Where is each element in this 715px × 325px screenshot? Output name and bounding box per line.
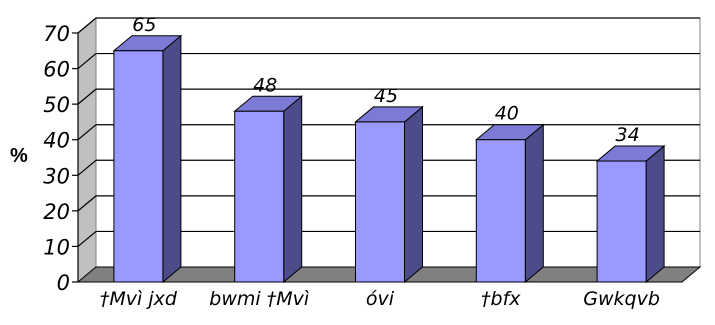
bar bbox=[595, 144, 666, 284]
y-axis-label: % bbox=[10, 145, 28, 167]
x-tick-label: bwmi †Mvì bbox=[209, 288, 309, 310]
data-label: 65 bbox=[132, 14, 156, 36]
y-tick-label: 0 bbox=[57, 271, 70, 295]
gridline-depth bbox=[77, 88, 97, 105]
gridline-depth bbox=[77, 17, 97, 34]
y-tick-label: 50 bbox=[43, 93, 70, 117]
bar-front bbox=[113, 50, 164, 283]
bar-front bbox=[475, 139, 526, 283]
bar-side bbox=[645, 144, 665, 284]
y-tick-label: 40 bbox=[43, 129, 70, 153]
data-label: 45 bbox=[374, 85, 398, 107]
bar-side bbox=[404, 105, 423, 284]
x-tick-label: †Mvì jxd bbox=[100, 288, 178, 310]
data-label: 34 bbox=[616, 124, 640, 146]
data-labels: 65 48 45 40 34 bbox=[132, 14, 639, 146]
x-tick-labels: †Mvì jxd bwmi †Mvì óvi †bfx Gwkqvb bbox=[100, 288, 660, 310]
bar bbox=[233, 95, 304, 284]
bars bbox=[112, 34, 666, 284]
y-tick-label: 60 bbox=[43, 58, 70, 82]
x-tick-label: Gwkqvb bbox=[583, 288, 660, 310]
y-tick-label: 70 bbox=[43, 22, 70, 46]
data-label: 40 bbox=[495, 103, 519, 125]
bar bbox=[354, 105, 424, 284]
bar-front bbox=[234, 110, 285, 283]
bar-side bbox=[283, 95, 303, 284]
bar-side bbox=[162, 34, 182, 284]
x-tick-label: óvi bbox=[366, 288, 395, 310]
gridline-depth bbox=[77, 124, 97, 141]
y-tick-label: 20 bbox=[43, 200, 70, 224]
y-tick-label: 10 bbox=[43, 235, 70, 259]
bar-side bbox=[524, 123, 544, 284]
gridline-depth bbox=[77, 159, 97, 176]
bar-front bbox=[596, 160, 647, 283]
gridline-depth bbox=[77, 230, 97, 247]
x-tick-label: †bfx bbox=[481, 288, 521, 310]
bar-front bbox=[355, 121, 405, 283]
y-tick-labels: 0 10 20 30 40 50 60 70 bbox=[43, 22, 70, 295]
side-wall bbox=[77, 16, 97, 284]
data-label: 48 bbox=[253, 74, 277, 96]
gridline-depth bbox=[77, 195, 97, 212]
y-tick-label: 30 bbox=[43, 164, 70, 188]
bar bbox=[112, 34, 183, 284]
bar bbox=[474, 123, 545, 284]
gridline-depth bbox=[77, 53, 97, 70]
